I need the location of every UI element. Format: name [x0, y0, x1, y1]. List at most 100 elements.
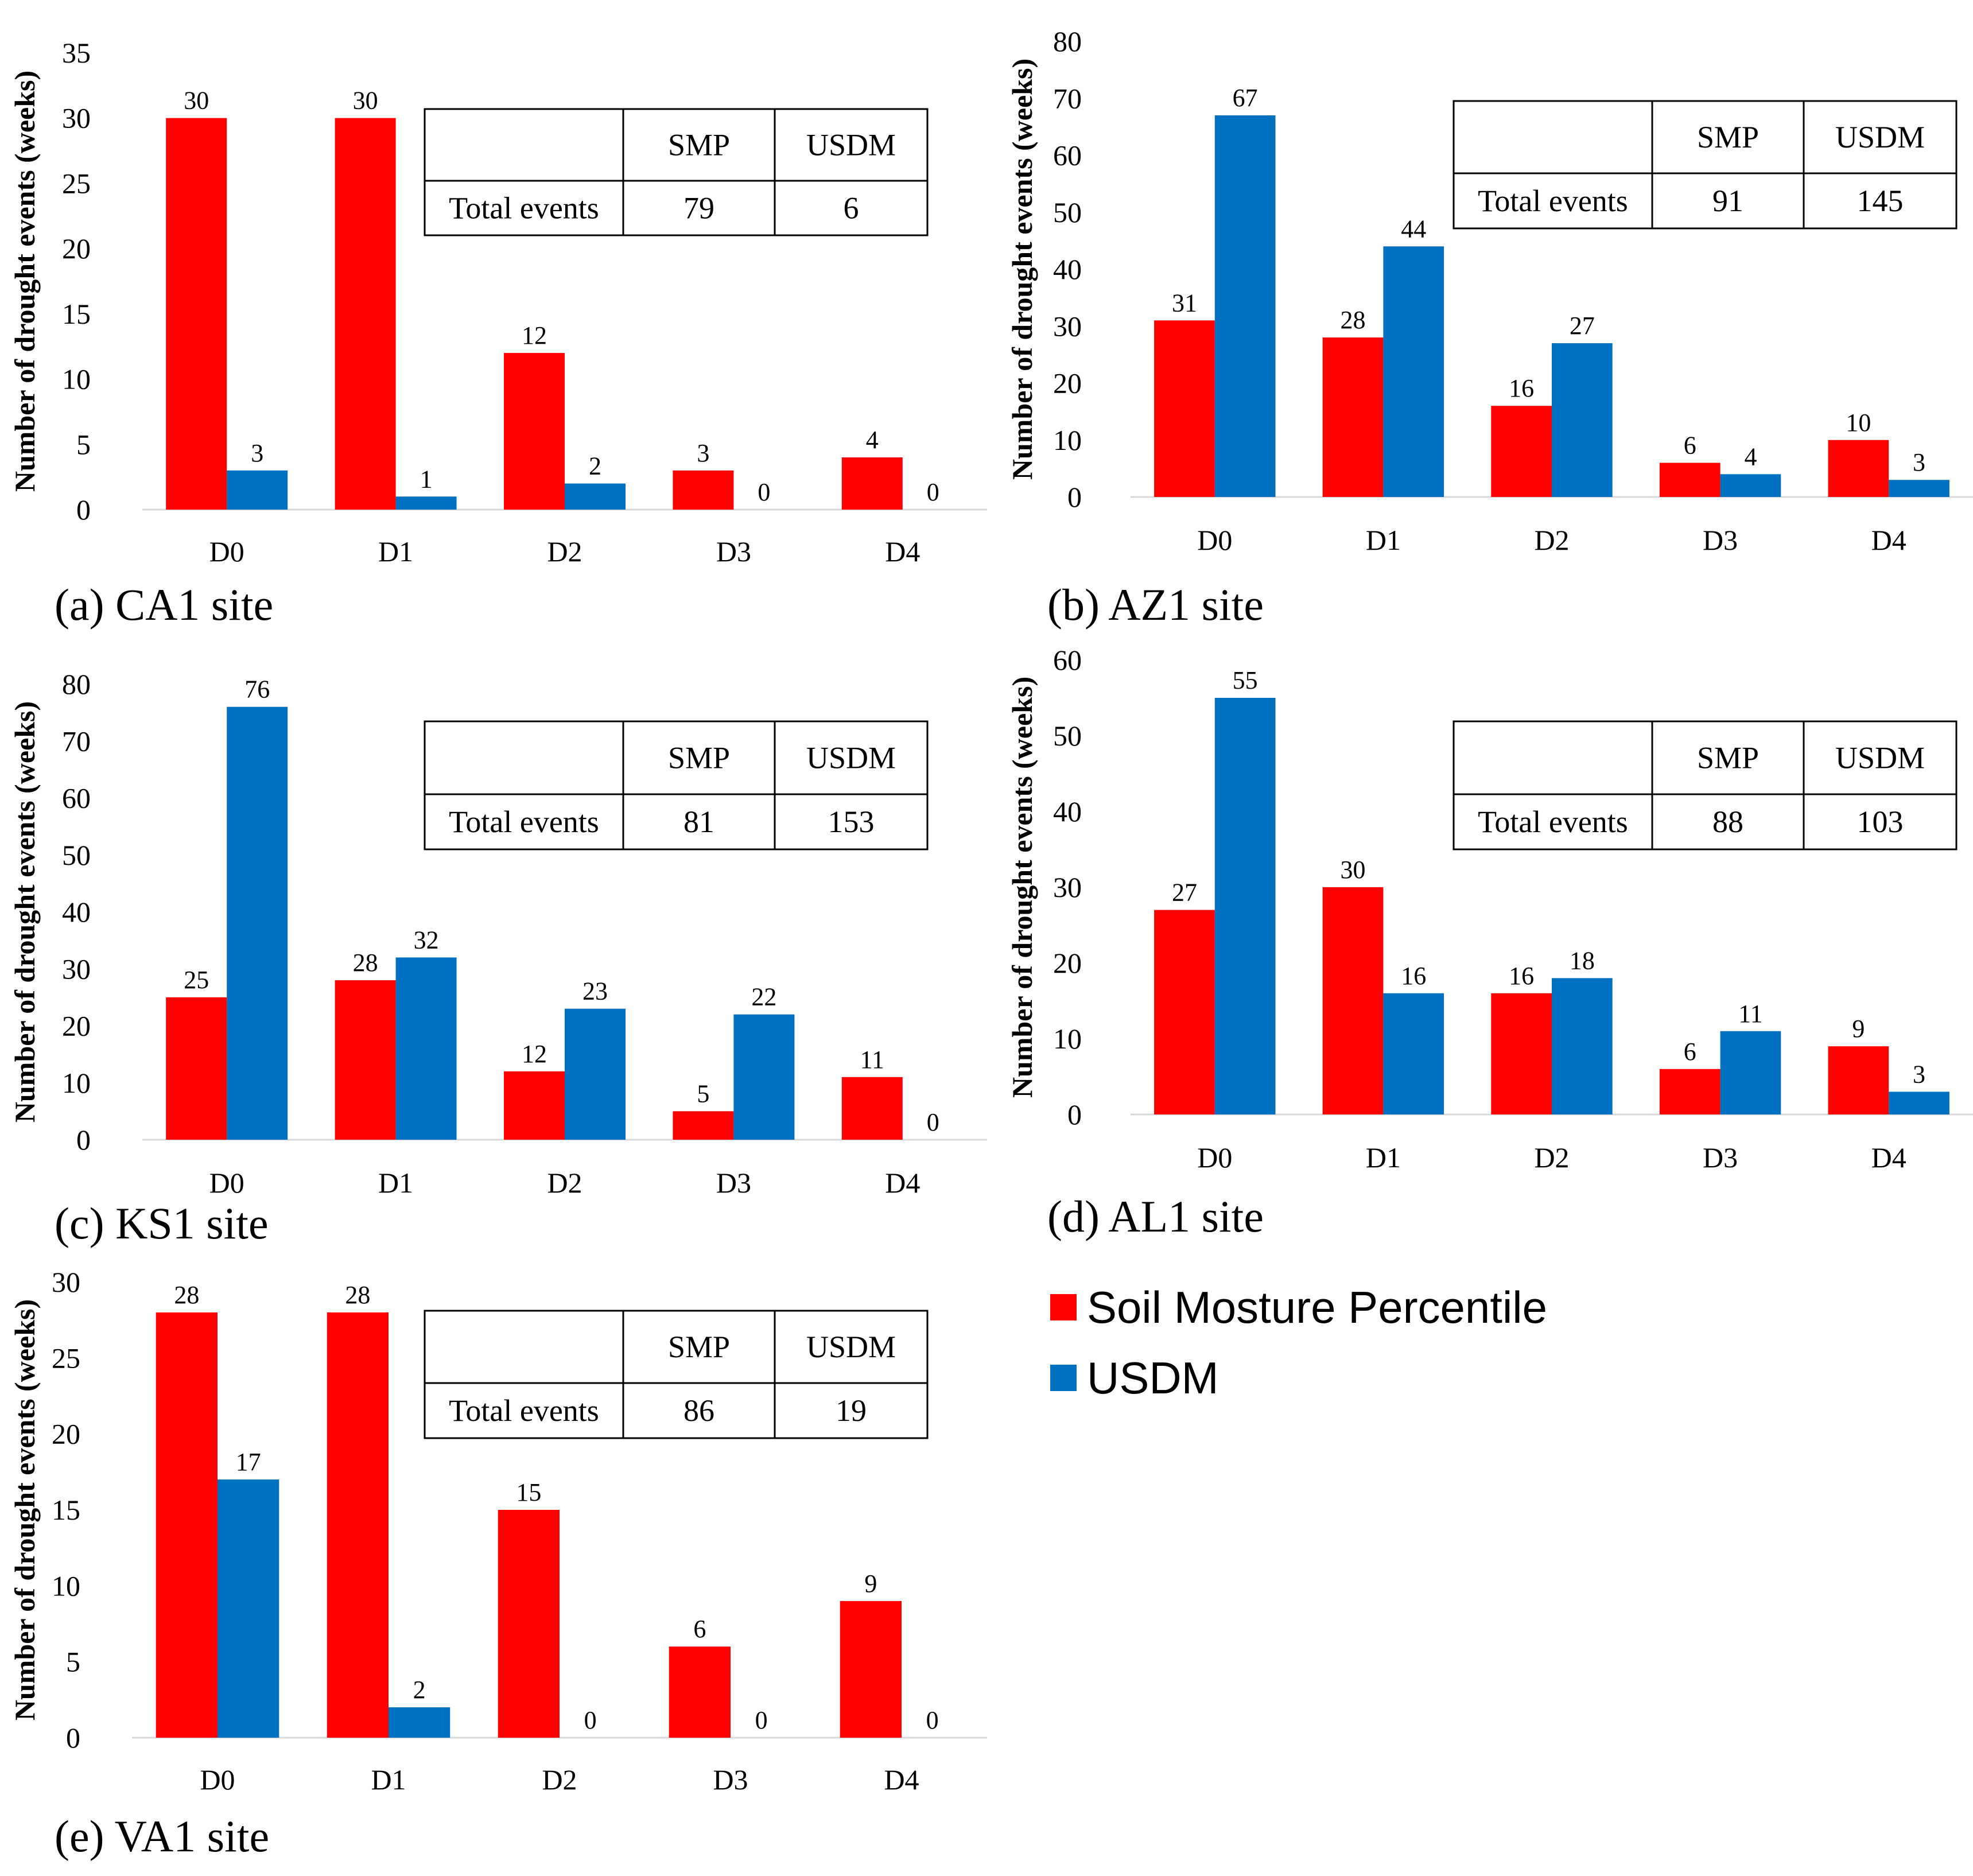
bar-smp-d2 — [504, 1071, 565, 1140]
bar-usdm-d0 — [218, 1479, 279, 1738]
bar-smp-d3 — [1659, 1069, 1720, 1114]
data-label: 4 — [1744, 442, 1757, 471]
y-tick-label: 20 — [62, 232, 91, 265]
data-label: 1 — [420, 465, 433, 493]
data-label: 3 — [697, 439, 709, 467]
y-axis-title: Number of drought events (weeks) — [9, 1299, 41, 1720]
x-tick-label: D0 — [209, 1167, 244, 1199]
y-tick-label: 60 — [1053, 644, 1082, 676]
bar-usdm-d1 — [395, 957, 457, 1140]
panel-caption: (c) KS1 site — [55, 1198, 269, 1248]
x-tick-label: D0 — [200, 1764, 235, 1796]
data-label: 23 — [582, 977, 608, 1005]
bar-smp-d4 — [841, 1077, 903, 1140]
legend-label: USDM — [1087, 1353, 1219, 1403]
table-value-smp: 79 — [683, 191, 714, 226]
data-label: 0 — [758, 478, 770, 506]
data-label: 3 — [1913, 1060, 1925, 1088]
x-tick-label: D3 — [1703, 524, 1738, 556]
data-label: 6 — [1684, 431, 1696, 459]
bar-smp-d0 — [166, 118, 227, 510]
panel-caption: (a) CA1 site — [55, 580, 273, 630]
legend-label: Soil Mosture Percentile — [1087, 1282, 1547, 1333]
y-tick-label: 10 — [62, 363, 91, 395]
bar-smp-d2 — [498, 1510, 560, 1738]
total-events-table: SMP USDM Total events 86 19 — [424, 1310, 929, 1439]
panel-caption: (b) AZ1 site — [1047, 580, 1264, 630]
y-tick-label: 0 — [1067, 481, 1082, 513]
data-label: 76 — [244, 675, 270, 704]
y-tick-label: 30 — [1053, 310, 1082, 342]
bar-smp-d3 — [673, 1111, 734, 1140]
table-value-usdm: 103 — [1857, 805, 1904, 839]
table-border — [1452, 720, 1958, 850]
bar-usdm-d1 — [1383, 993, 1444, 1114]
bar-smp-d4 — [841, 457, 903, 510]
data-label: 67 — [1233, 84, 1258, 112]
y-tick-label: 0 — [66, 1722, 80, 1754]
x-tick-label: D1 — [378, 535, 413, 568]
total-events-table: SMP USDM Total events 81 153 — [424, 720, 929, 850]
y-tick-label: 0 — [76, 494, 91, 526]
data-label: 3 — [251, 439, 263, 467]
x-tick-label: D2 — [1534, 1141, 1569, 1174]
y-tick-label: 25 — [52, 1342, 80, 1374]
data-label: 16 — [1401, 962, 1426, 990]
bar-usdm-d3 — [1720, 474, 1781, 497]
table-row-label: Total events — [449, 805, 599, 839]
x-tick-label: D3 — [716, 1167, 751, 1199]
table-header-usdm: USDM — [1835, 741, 1925, 775]
legend-swatch — [1050, 1365, 1077, 1391]
bar-smp-d2 — [1491, 993, 1552, 1114]
chart-panel-2: 0 10 20 30 40 50 60 70 80 Number of drought event… — [1006, 25, 1973, 630]
data-label: 2 — [589, 452, 601, 480]
y-tick-label: 30 — [1053, 871, 1082, 903]
table-value-usdm: 6 — [844, 191, 859, 226]
bar-usdm-d2 — [1552, 343, 1613, 497]
y-tick-label: 40 — [1053, 253, 1082, 285]
bar-smp-d0 — [1154, 910, 1215, 1114]
table-row-label: Total events — [1478, 184, 1628, 218]
data-label: 30 — [184, 87, 209, 115]
x-tick-label: D0 — [209, 535, 244, 568]
bar-usdm-d0 — [1214, 698, 1276, 1114]
y-tick-label: 10 — [1053, 1023, 1082, 1055]
chart-panel-4: 0 10 20 30 40 50 60 Number of drought events (w… — [1006, 644, 1973, 1241]
bar-usdm-d0 — [227, 470, 288, 510]
data-label: 4 — [866, 426, 879, 454]
data-label: 0 — [926, 1706, 939, 1734]
panel-caption: (e) VA1 site — [55, 1811, 269, 1861]
y-tick-label: 50 — [1053, 196, 1082, 228]
x-tick-label: D4 — [885, 1167, 920, 1199]
data-label: 0 — [927, 478, 939, 506]
data-label: 15 — [516, 1478, 541, 1506]
data-label: 12 — [522, 1040, 547, 1068]
y-tick-label: 70 — [1053, 82, 1082, 114]
bar-usdm-d3 — [1720, 1031, 1781, 1114]
bar-usdm-d3 — [733, 1014, 795, 1140]
y-axis-title: Number of drought events (weeks) — [1006, 677, 1038, 1098]
data-label: 0 — [584, 1706, 597, 1734]
x-tick-label: D4 — [885, 535, 920, 568]
bar-smp-d3 — [669, 1646, 731, 1738]
data-label: 2 — [413, 1676, 426, 1704]
bar-smp-d3 — [673, 470, 734, 510]
table-border — [424, 1310, 929, 1439]
data-label: 6 — [693, 1615, 706, 1643]
data-label: 5 — [697, 1079, 709, 1108]
data-label: 32 — [414, 926, 439, 954]
data-label: 0 — [755, 1706, 768, 1734]
bar-smp-d0 — [166, 997, 227, 1140]
y-tick-label: 15 — [52, 1494, 80, 1526]
y-tick-label: 70 — [62, 725, 91, 757]
data-label: 25 — [184, 966, 209, 994]
bar-smp-d1 — [327, 1312, 389, 1738]
x-tick-label: D4 — [884, 1764, 919, 1796]
data-label: 6 — [1684, 1038, 1696, 1066]
data-label: 10 — [1846, 409, 1871, 437]
x-tick-label: D0 — [1197, 524, 1232, 556]
table-header-smp: SMP — [668, 1330, 730, 1364]
